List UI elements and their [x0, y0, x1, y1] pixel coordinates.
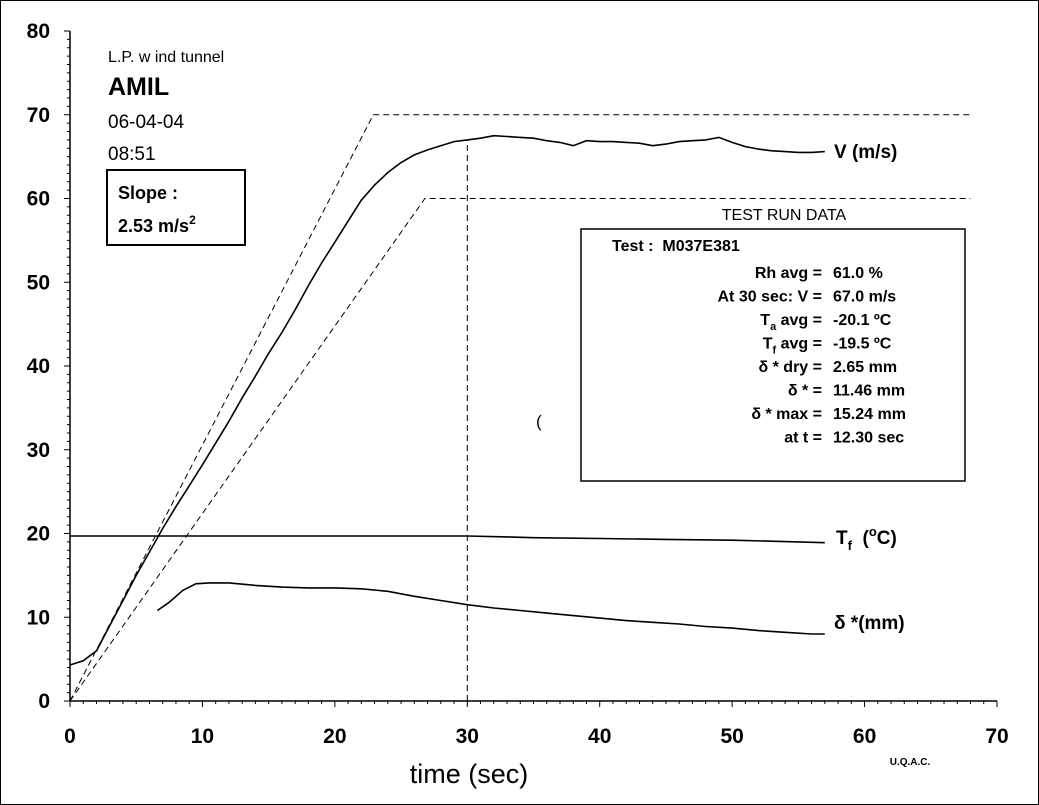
run-data-value: 15.24 mm	[833, 406, 906, 423]
y-tick-label: 80	[27, 20, 50, 43]
x-tick-label: 50	[720, 725, 743, 748]
run-data-value: 67.0 m/s	[833, 289, 896, 306]
run-data-label-text: T	[760, 312, 770, 329]
run-date: 06-04-04	[108, 112, 184, 133]
x-tick-label: 10	[191, 725, 214, 748]
run-data-label-text: δ * max =	[751, 406, 822, 423]
y-tick-label: 20	[27, 523, 50, 546]
x-tick-label: 70	[985, 725, 1008, 748]
run-data-test-id: Test : M037E381	[612, 238, 740, 255]
run-data-label-rest: avg =	[776, 312, 822, 329]
run-data-label-sub: f	[773, 345, 777, 357]
y-tick-label: 40	[27, 355, 50, 378]
run-data-label: δ * =	[788, 383, 822, 400]
run-data-label-sub: a	[770, 321, 777, 333]
run-data-label: Tf avg =	[763, 336, 822, 357]
run-data-label: δ * max =	[751, 406, 822, 423]
footer-credit: U.Q.A.C.	[890, 757, 931, 768]
run-data-rows: Rh avg = 61.0 % At 30 sec: V = 67.0 m/s Ta a…	[718, 265, 906, 447]
run-data-label-text: δ * dry =	[758, 359, 822, 376]
x-tick-labels: 0 10 20 30 40 50 60 70	[64, 725, 1009, 748]
run-data-label: Ta avg =	[760, 312, 822, 333]
run-data-label: δ * dry =	[758, 359, 822, 376]
slope-label: Slope :	[118, 183, 178, 203]
reference-lines	[69, 114, 971, 702]
run-data-label: At 30 sec: V =	[718, 289, 823, 306]
y-tick-label: 70	[27, 104, 50, 127]
y-tick-label: 50	[27, 271, 50, 294]
run-data-label-text: T	[763, 336, 773, 353]
series-label-velocity: V (m/s)	[834, 142, 897, 163]
fluid-name: AMIL	[108, 73, 169, 101]
series-label-fluid-temp-rest: (	[852, 528, 870, 549]
run-data-label-rest: avg =	[776, 336, 822, 353]
facility-label: L.P. w ind tunnel	[108, 49, 224, 66]
run-data-value: -19.5 ºC	[833, 336, 892, 353]
run-data-label-text: at t =	[784, 430, 822, 447]
run-data-value: 2.65 mm	[833, 359, 897, 376]
reference-line	[69, 198, 971, 702]
y-tick-label: 10	[27, 606, 50, 629]
run-data-label: Rh avg =	[755, 265, 822, 282]
y-tick-label: 0	[38, 690, 50, 713]
series-label-fluid-temp-sub: f	[848, 538, 853, 553]
series-label-fluid-temp-sup: o	[869, 524, 877, 539]
y-tick-label: 30	[27, 439, 50, 462]
run-data-label: at t =	[784, 430, 822, 447]
y-tick-label: 60	[27, 188, 50, 211]
x-tick-label: 40	[588, 725, 611, 748]
run-time: 08:51	[108, 144, 156, 165]
x-tick-label: 0	[64, 725, 76, 748]
run-data-label-text: At 30 sec: V =	[718, 289, 823, 306]
slope-value-text: 2.53 m/s	[118, 216, 189, 236]
slope-box	[106, 169, 246, 246]
series-label-fluid-temp-end: C)	[877, 528, 897, 549]
run-data-title: TEST RUN DATA	[722, 207, 847, 224]
series-lines	[69, 134, 825, 666]
series-velocity	[69, 134, 825, 666]
series-thickness	[156, 582, 825, 635]
series-label-thickness: δ *(mm)	[834, 613, 905, 634]
series-label-fluid-temp: Tf (oC)	[836, 524, 897, 553]
run-data-value: 11.46 mm	[833, 383, 905, 400]
run-data-label-text: δ * =	[788, 383, 822, 400]
stray-mark: (	[536, 412, 542, 431]
reference-line	[69, 114, 971, 702]
series-label-fluid-temp-name: T	[836, 528, 848, 549]
series-fluid-temp	[70, 535, 825, 544]
run-data-value: -20.1 ºC	[833, 312, 892, 329]
slope-value-sup: 2	[189, 213, 196, 227]
slope-value: 2.53 m/s2	[118, 213, 196, 236]
x-axis-label: time (sec)	[410, 759, 529, 789]
y-tick-labels: 0 10 20 30 40 50 60 70 80	[27, 20, 50, 713]
run-data-value: 61.0 %	[833, 265, 883, 282]
run-data-value: 12.30 sec	[833, 430, 904, 447]
x-tick-label: 20	[323, 725, 346, 748]
x-tick-label: 30	[456, 725, 479, 748]
run-data-box	[580, 228, 966, 482]
axes	[64, 30, 998, 707]
run-data-label-text: Rh avg =	[755, 265, 822, 282]
x-tick-label: 60	[853, 725, 876, 748]
